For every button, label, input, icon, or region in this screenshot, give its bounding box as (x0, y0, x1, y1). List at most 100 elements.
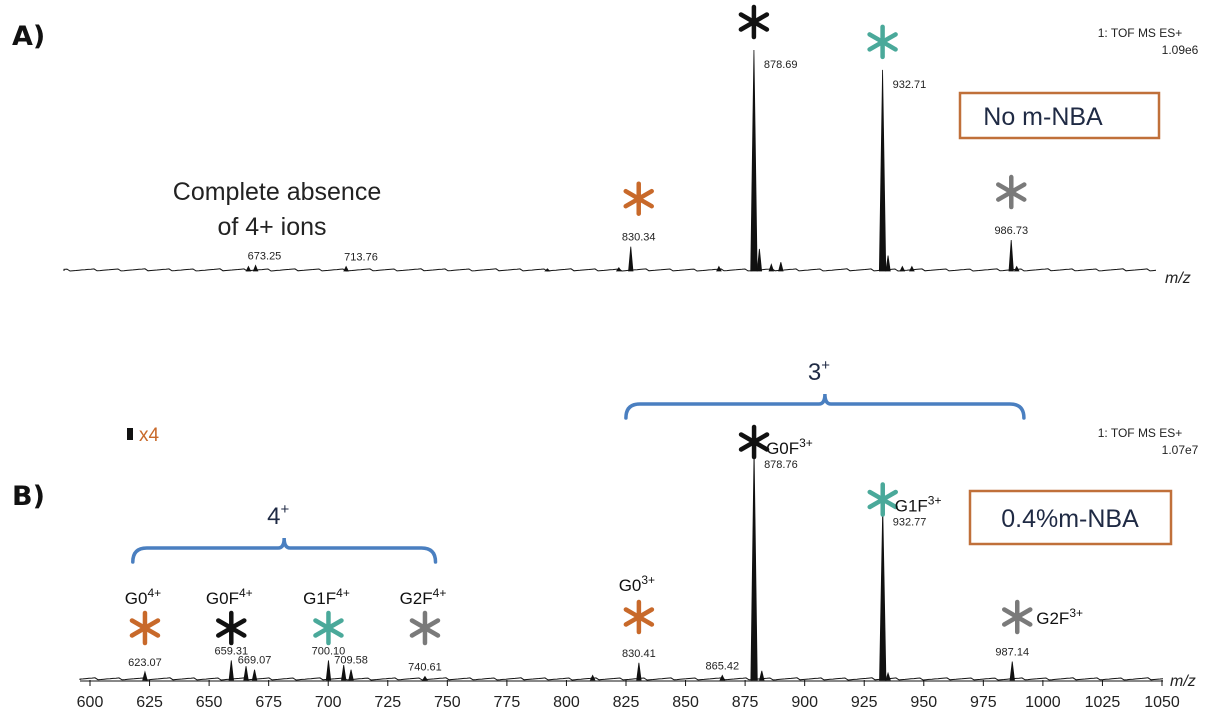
panel-a-peak-label: 878.69 (764, 59, 798, 71)
zoom-marker-icon (127, 428, 133, 440)
panel-a-peak (245, 265, 252, 272)
panel-b-peak-label: 740.61 (408, 662, 442, 674)
panel-a-peak-label: 713.76 (344, 252, 378, 264)
panel-a-peak (716, 265, 722, 272)
x-tick-label: 975 (970, 694, 997, 711)
panel-b-gray-asterisk-icon (409, 610, 441, 646)
panel-b-black-asterisk-icon (216, 610, 247, 646)
glycan-label: G2F3+ (1036, 606, 1083, 628)
panel-b-xlabel: m/z (1170, 673, 1196, 690)
panel-b-peak-label: 830.41 (622, 648, 656, 660)
panel-a-peak (544, 268, 551, 272)
glycan-label: G03+ (619, 573, 655, 595)
panel-a-orange-asterisk-icon (623, 181, 654, 216)
panel-b-peak-label: 865.42 (705, 660, 739, 672)
charge-state-label: 4+ (267, 501, 289, 530)
x-tick-label: 900 (791, 694, 818, 711)
panel-b-peak (341, 664, 347, 681)
panel-b-orange-asterisk-icon (623, 599, 655, 635)
panel-b-letter: B) (12, 481, 45, 512)
panel-a-peak-label: 932.71 (893, 79, 927, 91)
panel-a-peak (343, 265, 349, 272)
panel-b-peak (719, 674, 726, 681)
panel-b-orange-asterisk-icon (129, 610, 161, 646)
x-tick-label: 875 (732, 694, 759, 711)
panel-a-xlabel: m/z (1165, 270, 1191, 287)
x-tick-label: 675 (255, 694, 282, 711)
panel-a-baseline (63, 268, 1157, 272)
panel-b-peak (1009, 661, 1015, 681)
panel-a-teal-asterisk-icon (867, 24, 898, 60)
panel-b-peak-label: 932.77 (893, 517, 927, 529)
glycan-label: G2F4+ (400, 586, 447, 608)
panel-a-instrument: 1: TOF MS ES+ (1098, 26, 1183, 40)
panel-b-peak (348, 669, 354, 681)
x-tick-label: 625 (136, 694, 163, 711)
panel-b-peak (589, 674, 596, 681)
panel-a-annotation-line-1: Complete absence (173, 178, 381, 206)
panel-a-peak-label: 673.25 (248, 250, 282, 262)
panel-a-peak (878, 69, 887, 272)
x-tick-label: 950 (910, 694, 937, 711)
panel-b-peak (251, 669, 258, 681)
panel-a-peak (252, 264, 259, 272)
charge-state-label: 3+ (808, 357, 830, 386)
panel-b-peak (759, 670, 765, 681)
panel-b-peak (636, 662, 642, 681)
zoom-label: x4 (139, 425, 160, 446)
x-tick-label: 650 (196, 694, 223, 711)
panel-b-peak (243, 666, 249, 681)
glycan-label: G1F4+ (303, 586, 350, 608)
panel-b-peak (228, 660, 234, 681)
glycan-label: G0F4+ (206, 586, 253, 608)
charge-bracket (624, 393, 1026, 420)
panel-b-peak (325, 660, 332, 681)
panel-a-condition-label: No m-NBA (983, 103, 1103, 131)
panel-b-teal-asterisk-icon (313, 610, 344, 646)
panel-b-max-intensity: 1.07e7 (1162, 443, 1199, 457)
x-tick-label: 1050 (1144, 694, 1180, 711)
glycan-label: G04+ (125, 586, 161, 608)
panel-b-peak (142, 670, 148, 681)
panel-b-peak-label: 669.07 (238, 655, 272, 667)
panel-a-peak (899, 265, 906, 272)
panel-b-peak (422, 675, 428, 681)
charge-bracket (131, 537, 438, 564)
panel-a-max-intensity: 1.09e6 (1162, 43, 1199, 57)
x-tick-label: 775 (494, 694, 521, 711)
glycan-label: G0F3+ (766, 436, 813, 458)
panel-a-peak (615, 266, 622, 272)
panel-a-peak (885, 255, 891, 272)
panel-a-peak (628, 246, 634, 272)
panel-b-peak-label: 659.31 (214, 645, 248, 657)
x-tick-label: 700 (315, 694, 342, 711)
panel-b-peak-label: 623.07 (128, 657, 162, 669)
panel-b-peak (885, 671, 891, 681)
panel-a-gray-asterisk-icon (996, 174, 1027, 210)
panel-a-peak-label: 830.34 (622, 232, 656, 244)
x-tick-label: 750 (434, 694, 461, 711)
panel-b-condition-label: 0.4%m-NBA (1001, 505, 1139, 533)
panel-b-baseline (79, 677, 1164, 681)
x-tick-label: 1025 (1085, 694, 1121, 711)
panel-b-peak-label: 700.10 (312, 645, 346, 657)
panel-a-letter: A) (12, 21, 45, 52)
panel-b-teal-asterisk-icon (867, 482, 898, 517)
panel-b-peak-label: 878.76 (764, 459, 798, 471)
x-tick-label: 1000 (1025, 694, 1061, 711)
panel-a-peak (756, 248, 763, 272)
panel-b-peak-label: 987.14 (995, 647, 1029, 659)
panel-a-peak (909, 265, 915, 272)
panel-a-peak (778, 262, 784, 272)
x-tick-label: 600 (77, 694, 104, 711)
panel-b-black-asterisk-icon (738, 424, 770, 460)
panel-b-gray-asterisk-icon (1002, 599, 1033, 635)
zoom-indicator: x4 (127, 425, 160, 446)
panel-a-peak (768, 263, 775, 272)
panel-a-peak-label: 986.73 (994, 225, 1028, 237)
x-tick-label: 825 (613, 694, 640, 711)
x-tick-label: 850 (672, 694, 699, 711)
panel-a-black-asterisk-icon (738, 4, 770, 40)
